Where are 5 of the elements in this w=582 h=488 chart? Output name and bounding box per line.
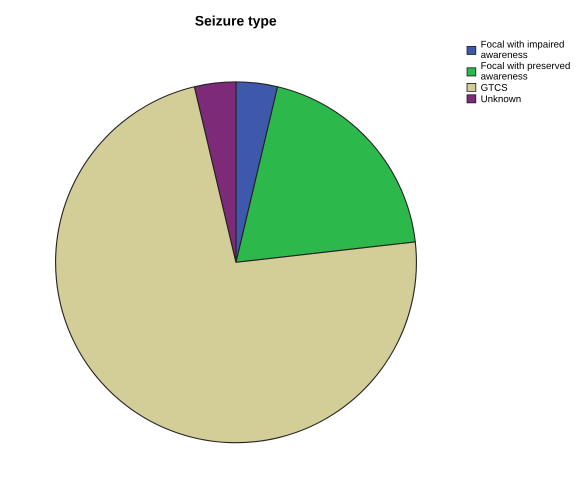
legend-label: Focal with preserved awareness: [481, 62, 570, 80]
legend-label: GTCS: [481, 84, 508, 91]
legend-label: Unknown: [481, 95, 521, 102]
chart-title: Seizure type: [195, 15, 276, 28]
legend-label: Focal with impaired awareness: [481, 40, 564, 58]
